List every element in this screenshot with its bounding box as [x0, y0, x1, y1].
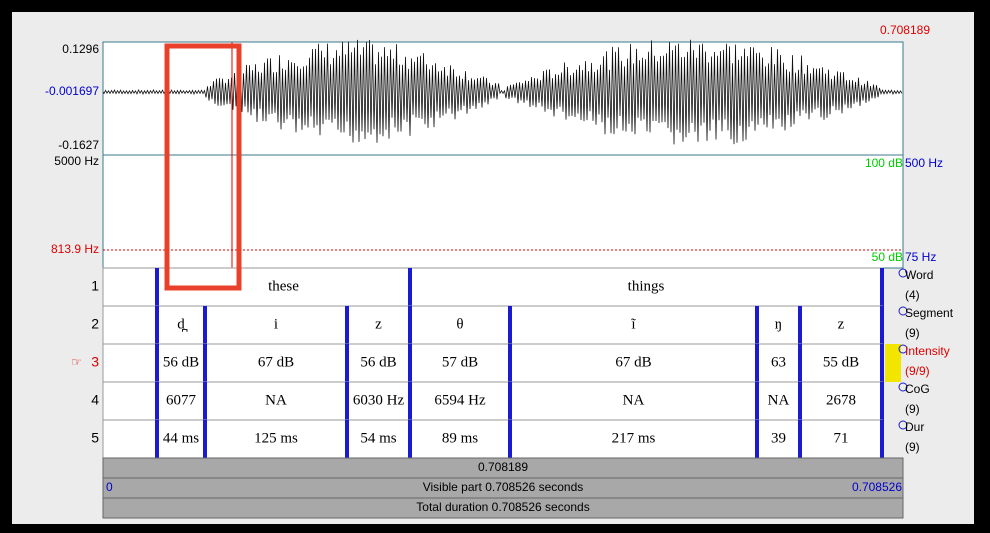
interval-label: i [274, 316, 278, 332]
interval-label: NA [623, 392, 645, 408]
tier-area [103, 268, 883, 458]
selection-time: 0.708189 [478, 460, 528, 474]
interval-label: things [628, 278, 665, 294]
tier-count: (9) [905, 440, 920, 454]
interval-label: 89 ms [442, 430, 478, 446]
interval-label: 54 ms [360, 430, 396, 446]
cursor-time: 0.708189 [880, 23, 930, 37]
spectrogram-panel [103, 155, 903, 268]
tier-number: 2 [91, 316, 99, 332]
interval-label: z [838, 316, 845, 332]
interval-label: 39 [771, 430, 786, 446]
total-duration: Total duration 0.708526 seconds [416, 500, 589, 514]
page: {"cursor_time": "0.708189", "waveform": … [0, 0, 990, 533]
tier-name: Word [905, 268, 933, 282]
interval-label: θ [456, 316, 463, 332]
interval-label: z [375, 316, 382, 332]
tier-count: (4) [905, 288, 920, 302]
interval-label: 217 ms [612, 430, 656, 446]
interval-label: 63 [771, 354, 786, 370]
tier-count: (9) [905, 326, 920, 340]
interval-label: 56 dB [163, 354, 199, 370]
interval-label: 6077 [166, 392, 197, 408]
tier-number: 1 [91, 278, 99, 294]
interval-label: 125 ms [254, 430, 298, 446]
interval-label: 55 dB [823, 354, 859, 370]
tier-name: Dur [905, 420, 924, 434]
tier-number: 3 [91, 354, 99, 370]
interval-label: 6594 Hz [434, 392, 486, 408]
wave-mid: -0.001697 [45, 84, 99, 98]
interval-label: 57 dB [442, 354, 478, 370]
interval-label: 67 dB [258, 354, 294, 370]
tier-count: (9/9) [905, 364, 930, 378]
pitch-top: 500 Hz [905, 156, 943, 170]
visible-start: 0 [106, 480, 113, 494]
interval-label: 2678 [826, 392, 856, 408]
interval-label: 71 [834, 430, 849, 446]
tier-count: (9) [905, 402, 920, 416]
interval-label: ĩ [630, 316, 636, 332]
interval-label: 67 dB [615, 354, 651, 370]
interval-label: NA [265, 392, 287, 408]
tier-name: Segment [905, 306, 954, 320]
intensity-top: 100 dB [865, 156, 903, 170]
visible-part: Visible part 0.708526 seconds [423, 480, 584, 494]
visible-end: 0.708526 [852, 480, 902, 494]
tier-number: 4 [91, 392, 99, 408]
tier-name: CoG [905, 382, 930, 396]
interval-label: ŋ [775, 316, 782, 332]
interval-label: NA [768, 392, 790, 408]
editor-window: 1thesethingsWord(4)2d̪izθĩŋzSegment(9)3☞… [0, 0, 990, 533]
tier-number: 5 [91, 430, 99, 446]
pitch-bottom: 75 Hz [905, 250, 936, 264]
spec-cursor: 813.9 Hz [51, 242, 99, 256]
tier-marker: ☞ [71, 355, 82, 369]
wave-min: -0.1627 [58, 138, 99, 152]
interval-label: 56 dB [360, 354, 396, 370]
spec-top: 5000 Hz [54, 154, 99, 168]
wave-max: 0.1296 [62, 42, 99, 56]
interval-label: these [268, 278, 299, 294]
tier-name: Intensity [905, 344, 950, 358]
interval-label: 44 ms [163, 430, 199, 446]
intensity-bottom: 50 dB [872, 250, 903, 264]
interval-label: 6030 Hz [353, 392, 405, 408]
